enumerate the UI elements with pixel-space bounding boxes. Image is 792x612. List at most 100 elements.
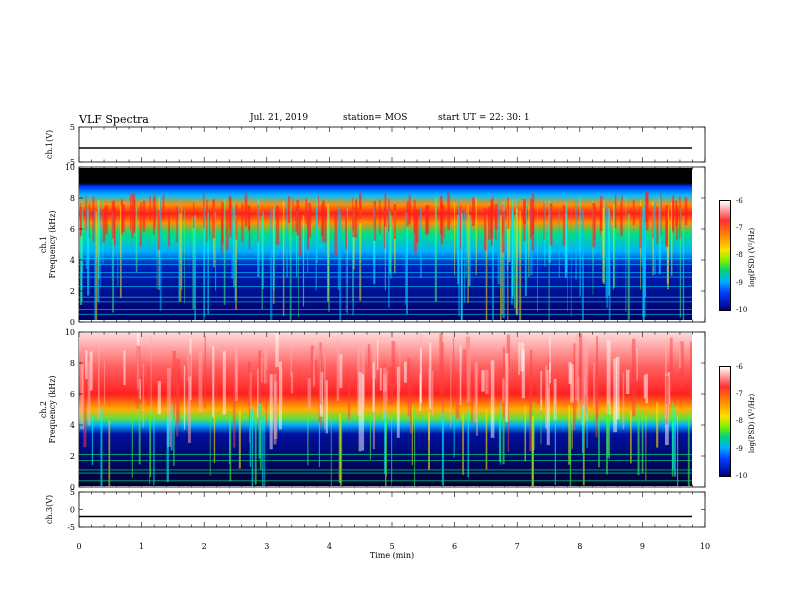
ch2-spike: [91, 415, 94, 466]
ch1-emission: [345, 210, 348, 250]
ch2-burst: [248, 379, 251, 443]
ch2-burst: [622, 372, 625, 430]
ch2-spike: [170, 405, 173, 451]
ch2-burst: [367, 344, 371, 369]
ch1-burst: [95, 211, 98, 320]
ch1-burst: [389, 212, 391, 274]
colorbar-tick: -9: [736, 279, 743, 287]
ch1-burst: [497, 201, 500, 285]
y-tick-label: -5: [67, 158, 75, 167]
ch2-spike: [238, 410, 241, 469]
colorbar-ch1: [719, 200, 731, 311]
ch2-spike: [213, 414, 216, 464]
ch1-emission: [168, 210, 170, 248]
ch1-emission: [656, 206, 659, 245]
y-tick-label: 6: [70, 390, 75, 399]
ch1-emission: [443, 204, 445, 238]
ch2-burst: [391, 341, 396, 389]
ch2-burst: [409, 376, 413, 434]
ch2-burst: [505, 353, 509, 422]
ch2-spike: [411, 404, 413, 466]
ch2-burst: [490, 360, 495, 438]
figure-title: VLF Spectra: [79, 113, 149, 126]
ch2-spike: [554, 404, 557, 485]
ch2-burst: [518, 342, 520, 375]
ch1-emission: [292, 198, 294, 234]
ch2-spike: [384, 411, 386, 475]
ch1-emission: [614, 193, 617, 229]
ch1-burst: [548, 200, 551, 263]
ch1-burst: [625, 197, 627, 312]
ch1-burst: [502, 201, 505, 319]
ch1-burst: [298, 214, 299, 318]
ch1-burst: [286, 199, 288, 278]
ch2-burst: [232, 378, 236, 448]
ch2-burst: [485, 369, 489, 395]
ch1-emission: [320, 204, 324, 237]
ch2-burst: [222, 351, 226, 415]
ch2-burst: [431, 370, 434, 417]
ch1-burst: [282, 201, 285, 317]
ch1-burst: [156, 206, 158, 290]
ch2-burst: [104, 361, 106, 406]
ch2-spike: [608, 416, 610, 459]
ch2-spectrogram-ylabel: Frequency (kHz): [48, 375, 57, 443]
ch2-spike: [645, 414, 647, 481]
ch1-burst: [524, 202, 527, 297]
ch1-emission: [483, 208, 487, 251]
y-tick-label: 5: [70, 488, 75, 497]
ch2-burst: [399, 346, 401, 391]
ch1-emission: [111, 200, 115, 239]
ch1-emission: [121, 199, 123, 235]
ch1-emission: [176, 206, 178, 243]
ch2-burst: [471, 371, 473, 425]
ch1-burst: [642, 214, 645, 320]
ch1-burst: [194, 214, 196, 320]
ch1-burst: [613, 203, 616, 288]
ch1-emission: [318, 195, 320, 226]
ch1-burst: [235, 215, 237, 310]
ch2-burst: [606, 340, 611, 415]
ch1-emission: [645, 192, 648, 223]
ch2-spike: [173, 413, 175, 466]
ch1-emission: [639, 206, 642, 249]
ch2-burst: [549, 337, 551, 372]
ch1-burst: [339, 211, 342, 320]
ch2-burst: [273, 373, 277, 445]
ch1-burst: [85, 200, 88, 269]
ch2-burst: [466, 336, 471, 403]
ch2-spike: [630, 410, 632, 464]
ch2-burst: [249, 372, 252, 409]
ch1-emission: [549, 203, 553, 246]
ch1-burst: [180, 204, 183, 290]
ch2-burst: [577, 376, 581, 419]
ch1-burst: [223, 198, 226, 305]
ch2-burst: [625, 369, 630, 395]
ch2-burst: [248, 361, 251, 406]
ch2-burst: [172, 350, 177, 380]
ch1-emission: [652, 205, 654, 239]
y-tick-label: 6: [70, 225, 75, 234]
ch2-spike: [677, 415, 679, 486]
ch1-emission: [206, 199, 208, 242]
ch2-burst: [545, 365, 548, 429]
ch2-spike: [131, 408, 133, 478]
ch1-burst: [315, 207, 317, 291]
ch1-burst: [302, 215, 305, 307]
ch2-spike: [569, 419, 572, 486]
y-tick-label: 10: [65, 163, 75, 172]
ch2-burst: [89, 351, 93, 391]
colorbar-label: log(PSD) (V²/Hz): [748, 393, 756, 453]
ch1-emission: [88, 203, 90, 239]
ch2-burst: [183, 365, 186, 430]
ch1-emission: [352, 206, 355, 238]
ch2-burst: [83, 371, 87, 448]
ch2-burst: [613, 358, 618, 433]
ch1-burst: [345, 197, 347, 313]
ch2-spike: [462, 412, 464, 475]
ch2-burst: [553, 379, 557, 420]
ch1-burst: [458, 201, 460, 317]
ch2-spike: [641, 407, 644, 474]
ch1-emission: [621, 194, 623, 236]
ch2-spike: [568, 405, 571, 465]
